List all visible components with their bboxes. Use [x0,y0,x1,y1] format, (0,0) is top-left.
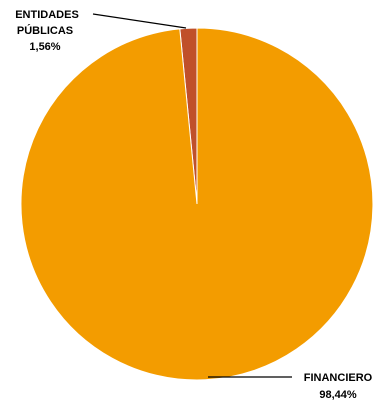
pie-slice-financiero [20,27,374,381]
slice-label-financiero-value: 98,44% [319,389,357,401]
slice-label-entidades-name-line1: ENTIDADES [15,9,79,21]
label-financiero: FINANCIERO 98,44% [208,372,373,401]
slice-label-financiero-name: FINANCIERO [304,372,373,384]
pie-slices [20,27,374,381]
slice-label-entidades-name-line2: PÚBLICAS [17,24,73,37]
leader-line-entidades-publicas [92,13,187,29]
label-entidades-publicas: ENTIDADES PÚBLICAS 1,56% [15,9,187,53]
slice-label-entidades-value: 1,56% [29,41,60,53]
